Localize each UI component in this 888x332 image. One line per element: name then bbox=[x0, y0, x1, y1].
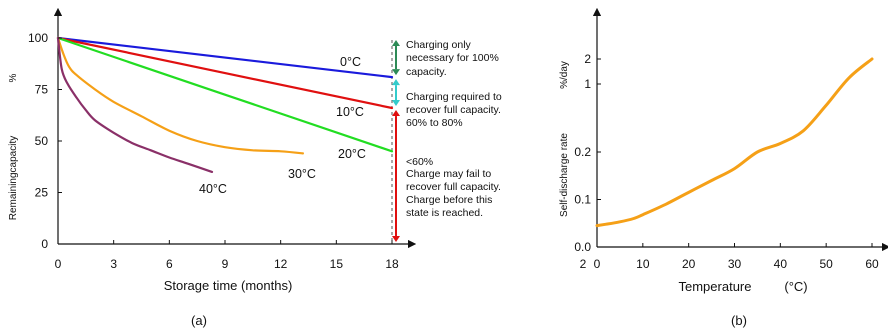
chart-b-x-tick-label: 10 bbox=[636, 257, 650, 271]
chart-a-x-tick-label: 15 bbox=[330, 257, 344, 271]
series-label-30c: 30°C bbox=[288, 167, 316, 181]
chart-b-x-axis-label: Temperature bbox=[679, 279, 752, 294]
annotation-arrow-head-up bbox=[392, 110, 400, 117]
chart-a-series bbox=[56, 36, 394, 173]
annotation-text-line: necessary for 100% bbox=[406, 52, 499, 64]
series-line-0c bbox=[56, 36, 394, 79]
chart-b-x-tick-label: 20 bbox=[682, 257, 696, 271]
chart-b-series bbox=[595, 57, 874, 228]
chart-a-ticks: 0 3 6 9 12 15 18 0 25 50 75 100 bbox=[28, 31, 399, 271]
chart-a-x-tick-label: 12 bbox=[274, 257, 288, 271]
chart-b-extra-tick: 2 bbox=[580, 257, 587, 271]
annotation-text-line: capacity. bbox=[406, 66, 447, 78]
chart-b-y-unit: %/day bbox=[559, 61, 570, 89]
chart-a-y-tick-label: 25 bbox=[35, 186, 49, 200]
annotation-text-line: Charge may fail to bbox=[406, 168, 491, 180]
chart-b-axes bbox=[592, 7, 888, 252]
chart-a-x-tick-label: 0 bbox=[55, 257, 62, 271]
chart-a-y-tick-label: 75 bbox=[35, 83, 49, 97]
series-line-30c bbox=[56, 36, 304, 155]
series-line-self-discharge bbox=[595, 57, 874, 228]
chart-b-y-tick-label: 0.2 bbox=[574, 145, 591, 159]
chart-a-y-tick-label: 100 bbox=[28, 31, 48, 45]
series-label-10c: 10°C bbox=[336, 105, 364, 119]
chart-b-ticks: 0 10 20 30 40 50 60 0.0 0.1 0.2 1 2 bbox=[574, 52, 879, 271]
chart-a-y-unit: % bbox=[8, 73, 19, 82]
annotation-text-line: 60% to 80% bbox=[406, 117, 463, 129]
chart-a-x-tick-label: 18 bbox=[385, 257, 399, 271]
annotation-text-line: recover full capacity. bbox=[406, 104, 501, 116]
chart-a-x-tick-label: 9 bbox=[222, 257, 229, 271]
annotation-arrow-head-up bbox=[392, 79, 400, 86]
chart-b-y-tick-label: 2 bbox=[584, 52, 591, 66]
chart-b-x-tick-label: 50 bbox=[819, 257, 833, 271]
series-label-40c: 40°C bbox=[199, 182, 227, 196]
annotation-text-line: state is reached. bbox=[406, 207, 483, 219]
chart-b-panel-label: (b) bbox=[731, 313, 747, 328]
series-line-40c bbox=[56, 36, 214, 173]
annotation-arrow-head-up bbox=[392, 40, 400, 46]
series-line-20c bbox=[56, 36, 394, 153]
chart-b: 0 10 20 30 40 50 60 0.0 0.1 0.2 1 2 %/day Self-disc… bbox=[559, 7, 888, 328]
chart-b-x-tick-label: 60 bbox=[865, 257, 879, 271]
annotation-text-line: recover full capacity. bbox=[406, 181, 501, 193]
chart-a-panel-label: (a) bbox=[191, 313, 207, 328]
chart-a-y-tick-label: 50 bbox=[35, 134, 49, 148]
chart-b-x-tick-label: 30 bbox=[728, 257, 742, 271]
chart-a-x-tick-label: 3 bbox=[110, 257, 117, 271]
chart-a-axes bbox=[53, 7, 417, 249]
chart-b-x-tick-label: 40 bbox=[774, 257, 788, 271]
chart-a-y-tick-label: 0 bbox=[41, 237, 48, 251]
series-line-10c bbox=[56, 36, 394, 110]
chart-a-x-tick-label: 6 bbox=[166, 257, 173, 271]
annotation-arrow-head-down bbox=[392, 100, 400, 107]
chart-a: 0 3 6 9 12 15 18 0 25 50 75 100 Charging onlynecess… bbox=[8, 7, 502, 328]
annotation-text-line: Charging required to bbox=[406, 91, 502, 103]
chart-b-y-axis-label: Self-discharge rate bbox=[559, 133, 570, 217]
chart-b-y-tick-label: 0.0 bbox=[574, 240, 591, 254]
annotation-text-line: Charge before this bbox=[406, 194, 492, 206]
chart-b-x-axis-unit: (°C) bbox=[784, 279, 807, 294]
chart-b-y-tick-label: 1 bbox=[584, 77, 591, 91]
series-label-0c: 0°C bbox=[340, 55, 361, 69]
annotation-text-line: <60% bbox=[406, 156, 433, 168]
annotation-text-line: Charging only bbox=[406, 39, 472, 51]
chart-a-y-axis-label: Remainingcapacity bbox=[8, 136, 19, 221]
series-label-20c: 20°C bbox=[338, 147, 366, 161]
chart-b-y-tick-label: 0.1 bbox=[574, 193, 591, 207]
annotation-arrow-head-down bbox=[392, 236, 400, 242]
chart-a-x-axis-label: Storage time (months) bbox=[164, 278, 293, 293]
chart-b-x-tick-label: 0 bbox=[594, 257, 601, 271]
annotation-arrow-head-down bbox=[392, 69, 400, 76]
